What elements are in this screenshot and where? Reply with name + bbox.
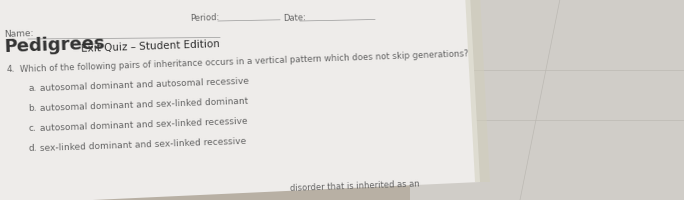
Text: autosomal dominant and sex-linked dominant: autosomal dominant and sex-linked domina…: [40, 96, 248, 112]
Text: 4.: 4.: [6, 64, 15, 74]
Text: c.: c.: [28, 123, 36, 132]
Polygon shape: [0, 0, 480, 200]
Bar: [410, 0, 684, 200]
Text: autosomal dominant and autosomal recessive: autosomal dominant and autosomal recessi…: [40, 76, 249, 93]
Text: b.: b.: [28, 103, 37, 112]
Text: sex-linked dominant and sex-linked recessive: sex-linked dominant and sex-linked reces…: [40, 136, 246, 152]
Text: d.: d.: [28, 143, 37, 152]
Text: Pedigrees: Pedigrees: [4, 34, 105, 56]
Text: disorder that is inherited as an: disorder that is inherited as an: [290, 179, 420, 192]
Text: a.: a.: [28, 83, 37, 93]
Text: autosomal dominant and sex-linked recessive: autosomal dominant and sex-linked recess…: [40, 116, 248, 132]
Polygon shape: [465, 0, 490, 182]
Text: Exit Quiz – Student Edition: Exit Quiz – Student Edition: [78, 39, 220, 54]
Text: Date:: Date:: [283, 13, 306, 23]
Text: Name:: Name:: [4, 29, 34, 39]
Text: Which of the following pairs of inheritance occurs in a vertical pattern which d: Which of the following pairs of inherita…: [20, 49, 469, 74]
Text: Period:: Period:: [190, 13, 220, 23]
